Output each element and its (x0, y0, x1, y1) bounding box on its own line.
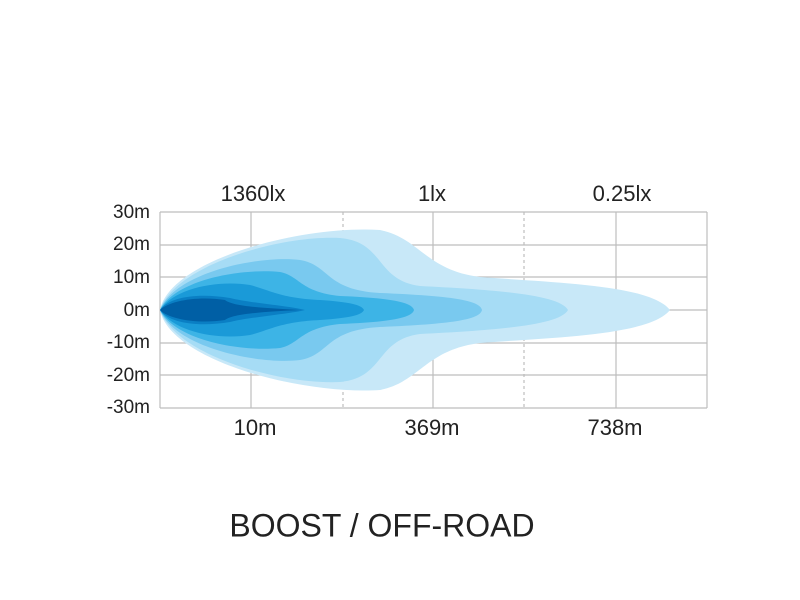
caption: BOOST / OFF-ROAD (229, 507, 534, 543)
beam (160, 229, 670, 391)
y-label: 30m (113, 202, 150, 223)
bottom-label: 738m (587, 415, 642, 440)
y-label: -20m (107, 365, 150, 386)
top-label: 1lx (418, 181, 446, 206)
top-label: 1360lx (221, 181, 286, 206)
beam-zone (160, 298, 300, 322)
y-label: 20m (113, 234, 150, 255)
top-label: 0.25lx (593, 181, 652, 206)
y-label: -10m (107, 332, 150, 353)
y-label: 10m (113, 267, 150, 288)
bottom-label: 10m (234, 415, 277, 440)
y-label: 0m (124, 300, 150, 321)
y-label: -30m (107, 397, 150, 418)
bottom-label: 369m (404, 415, 459, 440)
